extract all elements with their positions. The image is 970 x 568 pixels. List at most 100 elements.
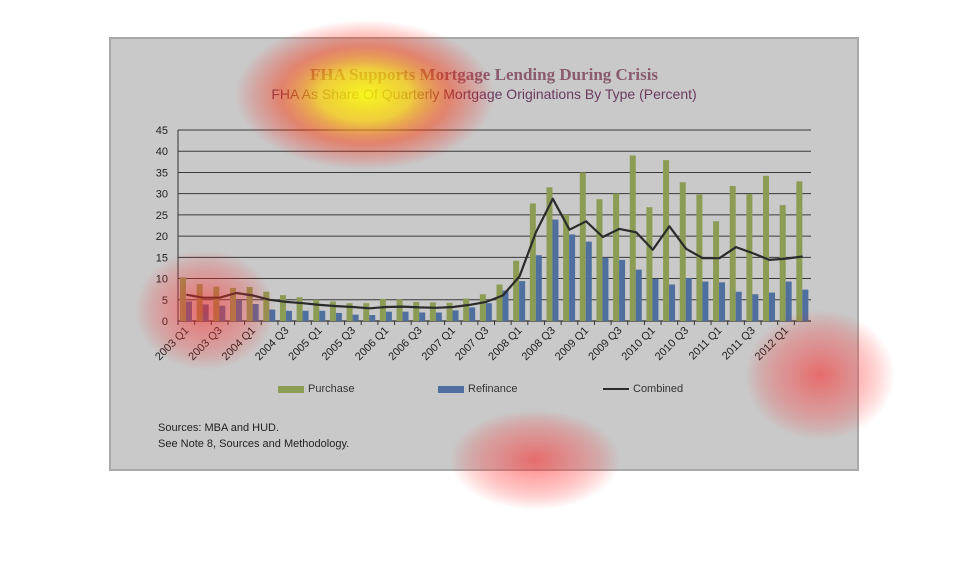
x-tick-label: 2009 Q1 — [553, 325, 591, 363]
legend-item-combined: Combined — [603, 383, 683, 395]
bar-refinance — [385, 311, 392, 321]
y-tick-label: 10 — [156, 274, 168, 286]
bar-purchase — [646, 207, 653, 321]
legend-item-refinance: Refinance — [438, 383, 518, 395]
bar-purchase — [263, 291, 270, 321]
bar-purchase — [463, 298, 470, 321]
bar-refinance — [435, 312, 442, 321]
bar-refinance — [602, 257, 609, 321]
legend-swatch-combined — [603, 388, 629, 390]
bar-refinance — [585, 241, 592, 321]
bar-purchase — [613, 193, 620, 321]
x-tick-label: 2008 Q3 — [520, 325, 558, 363]
bar-refinance — [252, 304, 259, 321]
bar-refinance — [352, 314, 359, 321]
bar-purchase — [346, 303, 353, 321]
x-tick-label: 2005 Q3 — [320, 325, 358, 363]
bar-refinance — [485, 303, 492, 321]
x-tick-label: 2003 Q3 — [186, 325, 224, 363]
bar-refinance — [619, 259, 626, 321]
bar-refinance — [335, 312, 342, 321]
bar-refinance — [469, 307, 476, 321]
bar-refinance — [652, 278, 659, 321]
bar-purchase — [579, 172, 586, 321]
legend-swatch-purchase — [278, 385, 304, 393]
x-tick-label: 2003 Q1 — [153, 325, 191, 363]
x-tick-label: 2005 Q1 — [286, 325, 324, 363]
bar-purchase — [429, 302, 436, 321]
x-tick-label: 2006 Q3 — [386, 325, 424, 363]
y-tick-label: 45 — [156, 125, 168, 137]
x-tick-label: 2004 Q1 — [220, 325, 258, 363]
bar-purchase — [563, 214, 570, 321]
bar-purchase — [479, 294, 486, 321]
legend: Purchase Refinance Combined — [111, 383, 857, 401]
bar-purchase — [729, 186, 736, 321]
bar-refinance — [669, 284, 676, 321]
bar-refinance — [802, 289, 809, 321]
bar-purchase — [796, 181, 803, 321]
legend-label-combined: Combined — [633, 383, 684, 395]
y-tick-label: 30 — [156, 189, 168, 201]
bar-refinance — [635, 269, 642, 321]
bar-refinance — [552, 219, 559, 321]
bar-purchase — [713, 221, 720, 321]
bar-refinance — [752, 294, 759, 321]
y-tick-label: 35 — [156, 167, 168, 179]
bar-refinance — [452, 310, 459, 321]
bar-purchase — [329, 301, 336, 321]
sources-line-1: Sources: MBA and HUD. — [158, 422, 280, 434]
bar-purchase — [779, 205, 786, 321]
y-tick-label: 20 — [156, 231, 168, 243]
bar-purchase — [596, 199, 603, 321]
bar-purchase — [496, 284, 503, 321]
x-tick-label: 2008 Q1 — [486, 325, 524, 363]
y-tick-label: 15 — [156, 252, 168, 264]
bar-purchase — [279, 295, 286, 321]
bar-refinance — [419, 312, 426, 321]
bar-refinance — [719, 282, 726, 321]
bar-purchase — [396, 299, 403, 321]
bar-purchase — [213, 286, 220, 321]
x-tick-label: 2011 Q3 — [720, 325, 758, 363]
bar-purchase — [363, 303, 370, 321]
sources-line-2: See Note 8, Sources and Methodology. — [158, 438, 350, 450]
x-tick-label: 2006 Q1 — [353, 325, 391, 363]
legend-item-purchase: Purchase — [278, 383, 354, 395]
bar-purchase — [446, 302, 453, 321]
bar-refinance — [519, 281, 526, 321]
bar-refinance — [735, 291, 742, 321]
bar-purchase — [196, 284, 203, 321]
x-tick-label: 2004 Q3 — [253, 325, 291, 363]
bar-refinance — [502, 290, 509, 321]
bar-purchase — [513, 260, 520, 321]
y-tick-label: 40 — [156, 146, 168, 158]
legend-swatch-refinance — [438, 385, 464, 393]
x-tick-label: 2010 Q3 — [653, 325, 691, 363]
bar-refinance — [685, 278, 692, 321]
bar-purchase — [179, 277, 186, 321]
bar-purchase — [296, 297, 303, 321]
bar-refinance — [269, 309, 276, 321]
bar-purchase — [763, 175, 770, 321]
bar-purchase — [413, 301, 420, 321]
x-tick-label: 2011 Q1 — [687, 325, 725, 363]
legend-label-purchase: Purchase — [308, 383, 355, 395]
x-tick-label: 2012 Q1 — [753, 325, 791, 363]
bar-refinance — [369, 315, 376, 321]
bar-refinance — [219, 305, 226, 321]
bar-purchase — [529, 203, 536, 321]
legend-label-refinance: Refinance — [468, 383, 518, 395]
x-tick-label: 2009 Q3 — [586, 325, 624, 363]
bar-refinance — [402, 311, 409, 321]
x-tick-label: 2010 Q1 — [620, 325, 658, 363]
bar-refinance — [285, 310, 292, 321]
bar-refinance — [302, 310, 309, 321]
y-tick-label: 25 — [156, 210, 168, 222]
bar-purchase — [663, 160, 670, 321]
bar-refinance — [785, 281, 792, 321]
bar-refinance — [535, 255, 542, 321]
y-tick-label: 5 — [162, 295, 168, 307]
bar-purchase — [313, 299, 320, 321]
x-tick-label: 2007 Q1 — [420, 325, 458, 363]
